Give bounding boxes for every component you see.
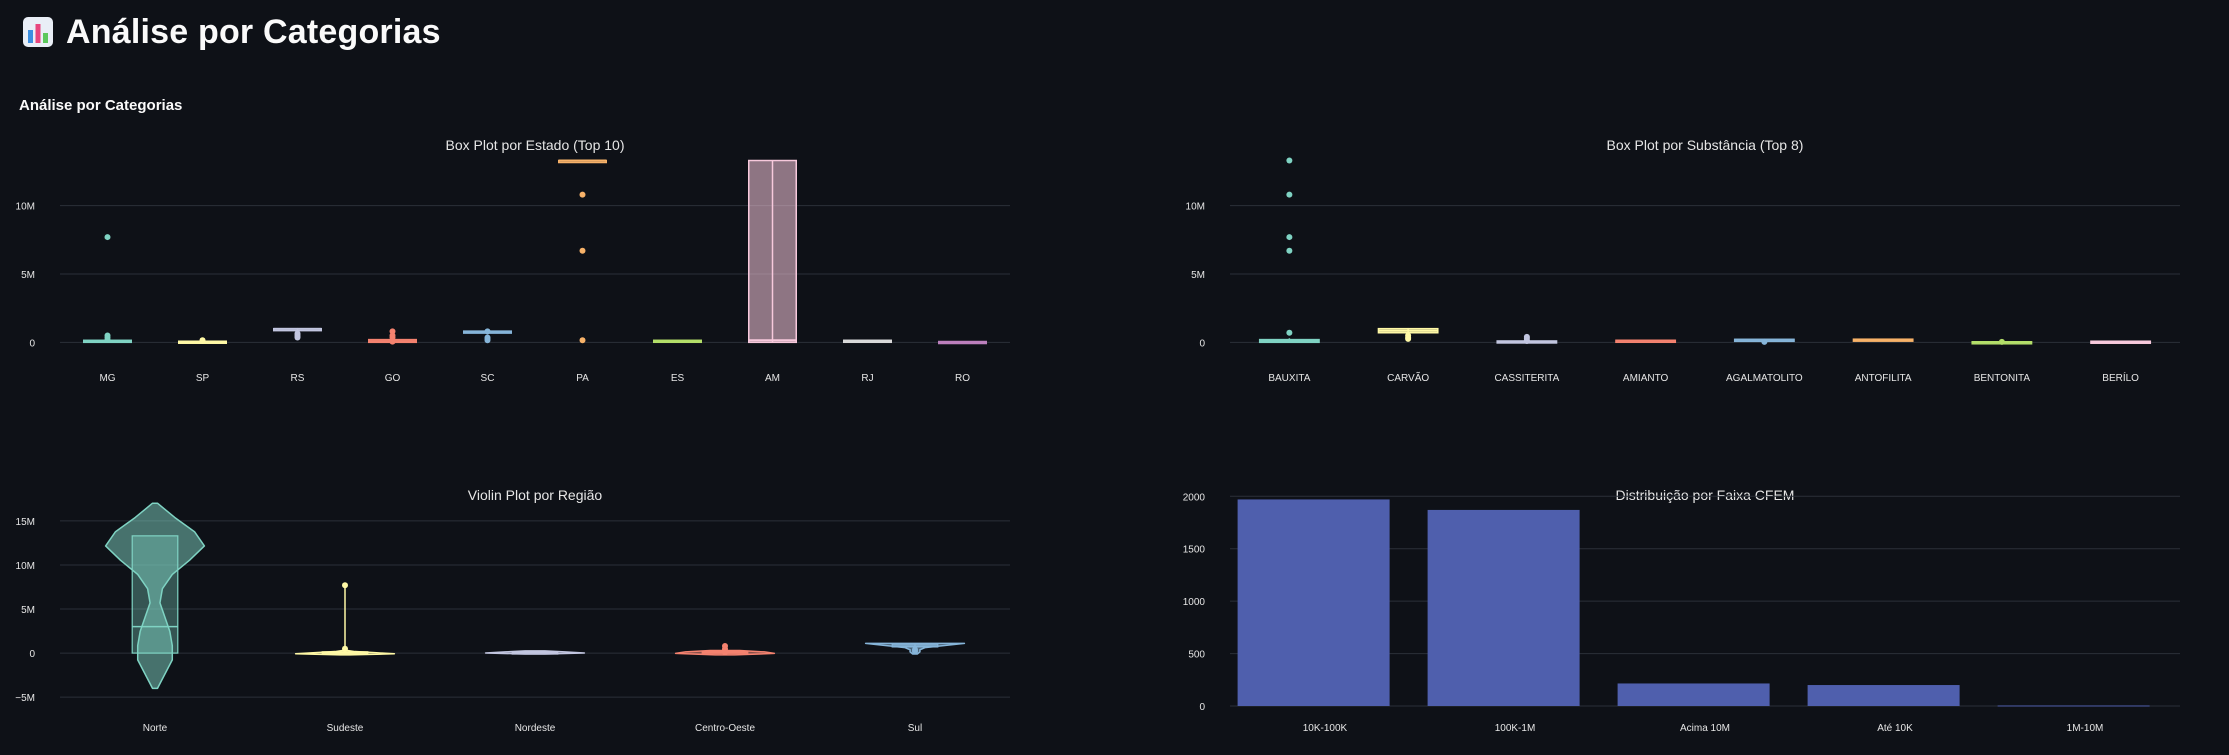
outlier-point <box>579 247 586 254</box>
outlier-point <box>1405 335 1412 342</box>
outlier-point <box>1286 247 1293 254</box>
x-tick-label: AM <box>765 373 780 384</box>
x-tick-label: GO <box>385 373 401 384</box>
outlier-point <box>294 334 301 341</box>
outlier-point <box>484 337 491 344</box>
violin-point <box>342 645 348 652</box>
page-header: Análise por Categorias <box>22 10 441 54</box>
x-tick-label: Centro-Oeste <box>695 723 755 734</box>
x-tick-label: AGALMATOLITO <box>1726 373 1803 384</box>
outlier-point <box>1286 234 1293 241</box>
y-tick-label: 15M <box>16 517 35 528</box>
x-tick-label: RJ <box>861 373 873 384</box>
x-tick-label: CARVÃO <box>1387 371 1429 384</box>
box-plot-estado-chart: Box Plot por Estado (Top 10) 0 5M 10M MG SP RS… <box>16 137 1010 384</box>
bar-chart-faixa-panel: Distribuição por Faixa CFEM 0 500 1000 1500 2… <box>1170 478 2200 748</box>
chart-title: Box Plot por Substância (Top 8) <box>1607 137 1804 153</box>
bar <box>1807 685 1960 706</box>
x-tick-label: Nordeste <box>515 723 556 734</box>
box-plot-substancia-chart: Box Plot por Substância (Top 8) 0 5M 10M BAU… <box>1186 137 2180 384</box>
violin-point <box>722 649 728 656</box>
y-tick-label: 2000 <box>1183 492 1206 503</box>
x-tick-label: AMIANTO <box>1623 373 1669 384</box>
y-tick-label: 0 <box>1199 338 1205 349</box>
x-tick-label: ANTOFILITA <box>1855 373 1912 384</box>
chart-title: Violin Plot por Região <box>468 487 603 503</box>
outlier-point <box>1286 191 1293 198</box>
x-tick-label: 1M-10M <box>2067 723 2104 734</box>
y-tick-label: 5M <box>21 605 35 616</box>
x-tick-label: BAUXITA <box>1268 373 1310 384</box>
x-tick-label: Norte <box>143 723 168 734</box>
x-tick-label: 10K-100K <box>1303 723 1348 734</box>
violin-plot-regiao-chart: Violin Plot por Região −5M 0 5M 10M 15M Norte S… <box>15 487 1010 734</box>
section-heading: Análise por Categorias <box>19 97 183 114</box>
box-plot-estado-panel: Box Plot por Estado (Top 10) 0 5M 10M MG SP RS… <box>0 128 1030 398</box>
y-tick-label: 5M <box>21 270 35 281</box>
box-rect <box>748 159 797 344</box>
outlier-point <box>1761 338 1768 345</box>
outlier-point <box>1286 157 1293 164</box>
outlier-point <box>104 336 111 343</box>
bar <box>1427 509 1580 706</box>
y-tick-label: 10M <box>16 561 35 572</box>
x-tick-label: CASSITERITA <box>1494 373 1559 384</box>
violin-shape <box>104 502 206 690</box>
x-tick-label: SP <box>196 373 210 384</box>
x-tick-label: 100K-1M <box>1495 723 1536 734</box>
outlier-point <box>1523 337 1530 344</box>
violin-box <box>131 535 179 654</box>
x-tick-label: ES <box>671 373 685 384</box>
outlier-point <box>579 337 586 344</box>
x-tick-label: Acima 10M <box>1680 723 1730 734</box>
outlier-point <box>484 328 491 335</box>
x-tick-label: PA <box>576 373 589 384</box>
outlier-point <box>199 337 206 344</box>
y-tick-label: 5M <box>1191 270 1205 281</box>
y-tick-label: 1000 <box>1183 597 1206 608</box>
x-tick-label: RO <box>955 373 970 384</box>
y-tick-label: −5M <box>15 693 35 704</box>
violin-point <box>342 582 348 589</box>
x-tick-label: SC <box>481 373 495 384</box>
chart-title: Distribuição por Faixa CFEM <box>1616 487 1795 503</box>
x-tick-label: RS <box>291 373 305 384</box>
outlier-point <box>1998 338 2005 345</box>
y-tick-label: 1500 <box>1183 545 1206 556</box>
chart-title: Box Plot por Estado (Top 10) <box>446 137 625 153</box>
y-tick-label: 0 <box>29 338 35 349</box>
page-title: Análise por Categorias <box>66 12 441 51</box>
outlier-point <box>579 191 586 198</box>
x-tick-label: BERÍLO <box>2102 371 2139 384</box>
outlier-point <box>1286 329 1293 336</box>
x-tick-label: MG <box>99 373 115 384</box>
y-tick-label: 0 <box>1199 702 1205 713</box>
y-tick-label: 0 <box>29 649 35 660</box>
x-tick-label: BENTONITA <box>1974 373 2031 384</box>
x-tick-label: Sul <box>908 723 922 734</box>
box-plot-substancia-panel: Box Plot por Substância (Top 8) 0 5M 10M BAU… <box>1170 128 2200 398</box>
outlier-point <box>389 338 396 345</box>
bar <box>1617 683 1770 706</box>
x-tick-label: Sudeste <box>327 723 364 734</box>
bar-chart-faixa-chart: Distribuição por Faixa CFEM 0 500 1000 1500 2… <box>1183 487 2180 734</box>
y-tick-label: 500 <box>1188 650 1205 661</box>
bar <box>1237 499 1390 706</box>
bar-chart-icon <box>23 17 53 47</box>
bar <box>1997 705 2150 707</box>
x-tick-label: Até 10K <box>1877 723 1913 734</box>
outlier-point <box>389 328 396 335</box>
outlier-point <box>104 234 111 241</box>
y-tick-label: 10M <box>1186 202 1205 213</box>
violin-plot-regiao-panel: Violin Plot por Região −5M 0 5M 10M 15M Norte S… <box>0 478 1030 748</box>
violin-point <box>912 648 918 655</box>
y-tick-label: 10M <box>16 202 35 213</box>
